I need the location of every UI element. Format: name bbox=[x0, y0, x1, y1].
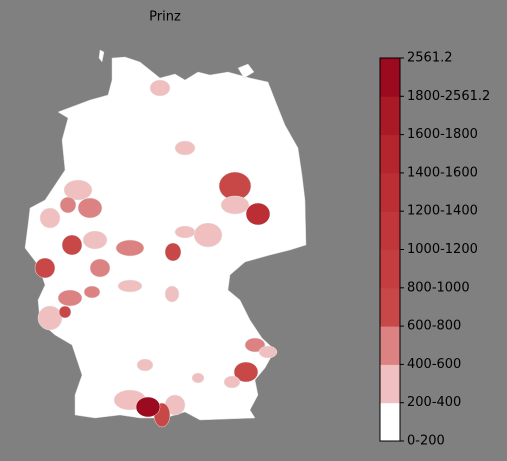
colorbar-segment bbox=[380, 58, 400, 97]
colorbar-segment bbox=[380, 249, 400, 289]
region bbox=[61, 234, 83, 256]
colorbar-label: 1600-1800 bbox=[407, 127, 478, 142]
region bbox=[136, 358, 154, 372]
region bbox=[34, 257, 56, 279]
region bbox=[89, 258, 111, 278]
region bbox=[149, 79, 171, 97]
map-title: Prinz bbox=[149, 10, 181, 25]
region bbox=[164, 285, 180, 303]
island bbox=[237, 63, 255, 79]
region bbox=[233, 361, 259, 383]
region bbox=[39, 207, 61, 229]
region bbox=[193, 222, 223, 248]
colorbar: 0-200 200-400 400-600 600-800 800-1000 1000-1… bbox=[379, 51, 490, 449]
colorbar-label: 1800-2561.2 bbox=[407, 89, 490, 104]
colorbar-label: 1400-1600 bbox=[407, 165, 478, 180]
region bbox=[220, 195, 250, 215]
colorbar-label: 400-600 bbox=[407, 357, 461, 372]
colorbar-label: 800-1000 bbox=[407, 280, 470, 295]
colorbar-label: 200-400 bbox=[407, 395, 461, 410]
colorbar-segment bbox=[380, 96, 400, 136]
colorbar-label: 600-800 bbox=[407, 319, 461, 334]
region bbox=[115, 239, 145, 257]
region bbox=[244, 337, 266, 353]
region bbox=[191, 372, 205, 384]
region bbox=[58, 305, 72, 319]
germany-map bbox=[24, 49, 307, 421]
region bbox=[245, 202, 271, 226]
region bbox=[117, 279, 143, 293]
region bbox=[77, 197, 103, 219]
region bbox=[174, 140, 196, 156]
region bbox=[164, 242, 182, 262]
region bbox=[63, 179, 93, 201]
colorbar-segment bbox=[380, 134, 400, 174]
country-shape bbox=[24, 56, 307, 421]
colorbar-label: 0-200 bbox=[407, 434, 445, 449]
region bbox=[223, 375, 241, 389]
region bbox=[258, 345, 278, 359]
region bbox=[57, 289, 83, 307]
region bbox=[37, 305, 63, 331]
regions bbox=[34, 79, 278, 428]
colorbar-segment bbox=[380, 402, 400, 442]
colorbar-segment bbox=[380, 326, 400, 365]
colorbar-segment bbox=[380, 211, 400, 250]
region bbox=[135, 396, 161, 418]
region bbox=[82, 230, 108, 250]
colorbar-label: 1000-1200 bbox=[407, 242, 478, 257]
colorbar-segment bbox=[380, 364, 400, 404]
region bbox=[174, 225, 196, 239]
colorbar-segment bbox=[380, 287, 400, 327]
colorbar-segment bbox=[380, 172, 400, 212]
region bbox=[59, 196, 77, 214]
colorbar-label: 2561.2 bbox=[407, 51, 453, 66]
colorbar-label: 1200-1400 bbox=[407, 204, 478, 219]
region bbox=[83, 285, 101, 299]
island bbox=[98, 49, 105, 63]
